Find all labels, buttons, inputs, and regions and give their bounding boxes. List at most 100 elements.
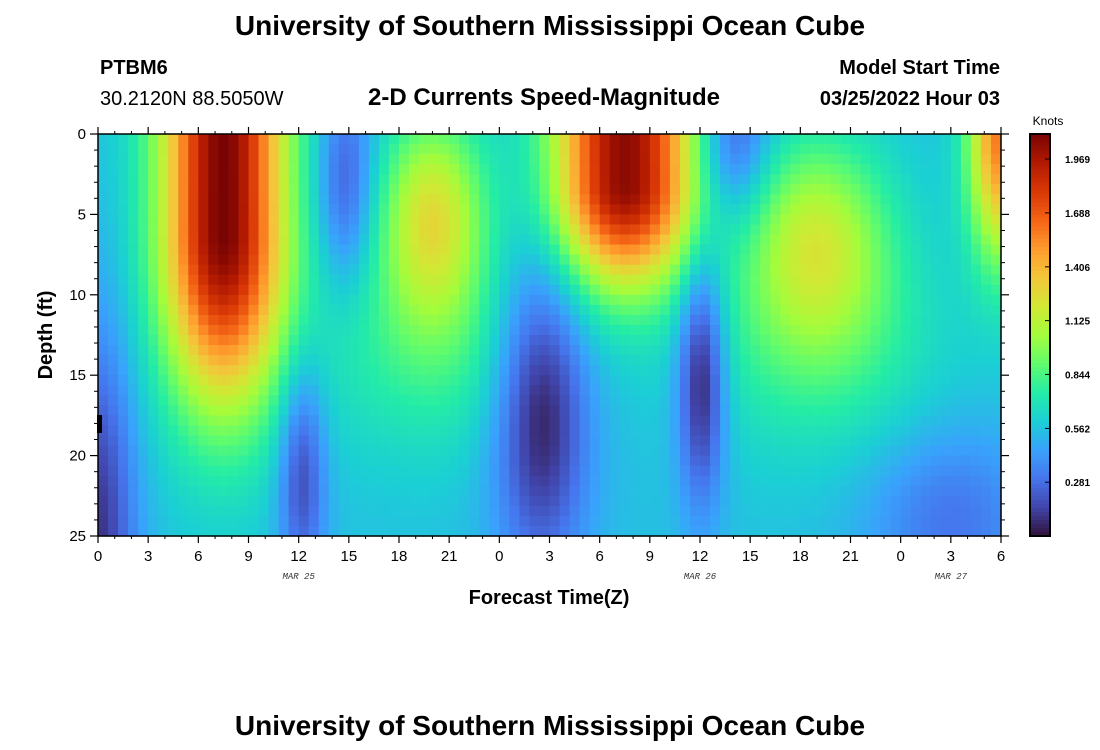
heatmap-cell (710, 435, 721, 447)
heatmap-cell (569, 345, 581, 356)
heatmap-cell (860, 174, 872, 185)
heatmap-cell (439, 304, 450, 316)
heatmap-cell (298, 505, 310, 517)
heatmap-cell (980, 164, 992, 175)
heatmap-cell (780, 204, 791, 215)
heatmap-cell (378, 314, 390, 326)
heatmap-cell (168, 284, 179, 296)
heatmap-cell (860, 154, 872, 165)
heatmap-cell (118, 425, 129, 437)
heatmap-cell (599, 395, 611, 406)
heatmap-cell (750, 425, 761, 437)
heatmap-cell (539, 515, 551, 527)
heatmap-cell (348, 355, 360, 366)
heatmap-cell (198, 134, 209, 145)
heatmap-cell (108, 284, 119, 296)
heatmap-cell (348, 194, 360, 205)
heatmap-cell (449, 184, 460, 195)
heatmap-cell (368, 214, 380, 226)
heatmap-cell (439, 475, 450, 487)
colorbar-segment (1030, 335, 1050, 340)
heatmap-cell (238, 415, 250, 427)
heatmap-cell (800, 254, 811, 266)
colorbar-segment (1030, 435, 1050, 441)
heatmap-cell (840, 324, 852, 336)
heatmap-cell (970, 495, 982, 507)
heatmap-cell (559, 525, 571, 537)
heatmap-cell (328, 284, 340, 296)
heatmap-cell (950, 415, 962, 427)
colorbar-unit: Knots (1033, 114, 1064, 128)
heatmap-cell (509, 214, 520, 226)
heatmap-cell (900, 505, 912, 517)
heatmap-cell (399, 184, 410, 195)
heatmap-cell (529, 144, 541, 155)
heatmap-cell (519, 324, 531, 336)
heatmap-cell (609, 445, 621, 457)
heatmap-cell (128, 465, 139, 477)
heatmap-cell (198, 505, 209, 517)
heatmap-cell (740, 455, 751, 467)
heatmap-cell (880, 284, 892, 296)
heatmap-cell (689, 385, 701, 396)
heatmap-cell (870, 355, 882, 366)
heatmap-cell (830, 445, 842, 457)
heatmap-cell (308, 244, 320, 256)
heatmap-cell (368, 194, 380, 205)
heatmap-cell (519, 244, 531, 256)
heatmap-cell (910, 445, 922, 457)
heatmap-cell (409, 395, 420, 406)
heatmap-cell (820, 425, 832, 437)
heatmap-cell (970, 264, 982, 276)
heatmap-cell (198, 284, 209, 296)
heatmap-cell (659, 214, 671, 226)
heatmap-cell (288, 204, 300, 215)
heatmap-cell (419, 435, 430, 447)
heatmap-cell (810, 385, 821, 396)
heatmap-cell (358, 264, 370, 276)
heatmap-cell (258, 144, 270, 155)
heatmap-cell (810, 144, 821, 155)
heatmap-cell (278, 495, 290, 507)
depth-marker (97, 415, 102, 433)
heatmap-cell (800, 314, 811, 326)
heatmap-cell (118, 445, 129, 457)
heatmap-cell (740, 505, 751, 517)
heatmap-cell (710, 455, 721, 467)
heatmap-cell (338, 224, 350, 236)
heatmap-cell (850, 254, 862, 266)
heatmap-cell (308, 144, 320, 155)
heatmap-cell (388, 485, 400, 497)
heatmap-cell (730, 425, 741, 437)
heatmap-cell (950, 435, 962, 447)
heatmap-cell (328, 294, 340, 306)
heatmap-cell (860, 425, 872, 437)
heatmap-cell (780, 405, 791, 416)
heatmap-cell (940, 385, 952, 396)
heatmap-cell (449, 164, 460, 175)
heatmap-cell (419, 244, 430, 256)
heatmap-cell (830, 455, 842, 467)
heatmap-cell (569, 455, 581, 467)
heatmap-cell (128, 485, 139, 497)
heatmap-cell (990, 144, 1002, 155)
heatmap-cell (178, 375, 189, 386)
heatmap-cell (990, 475, 1002, 487)
heatmap-cell (669, 365, 681, 376)
heatmap-cell (499, 304, 510, 316)
heatmap-cell (138, 465, 149, 477)
heatmap-cell (920, 324, 932, 336)
heatmap-cell (930, 365, 942, 376)
heatmap-cell (208, 525, 219, 537)
heatmap-cell (579, 254, 591, 266)
heatmap-cell (740, 254, 751, 266)
heatmap-cell (990, 214, 1002, 226)
heatmap-cell (258, 314, 270, 326)
heatmap-cell (820, 485, 832, 497)
heatmap-cell (970, 194, 982, 205)
heatmap-cell (128, 294, 139, 306)
heatmap-cell (509, 445, 520, 457)
heatmap-cell (990, 355, 1002, 366)
heatmap-cell (679, 184, 691, 195)
colorbar-segment (1030, 339, 1050, 344)
